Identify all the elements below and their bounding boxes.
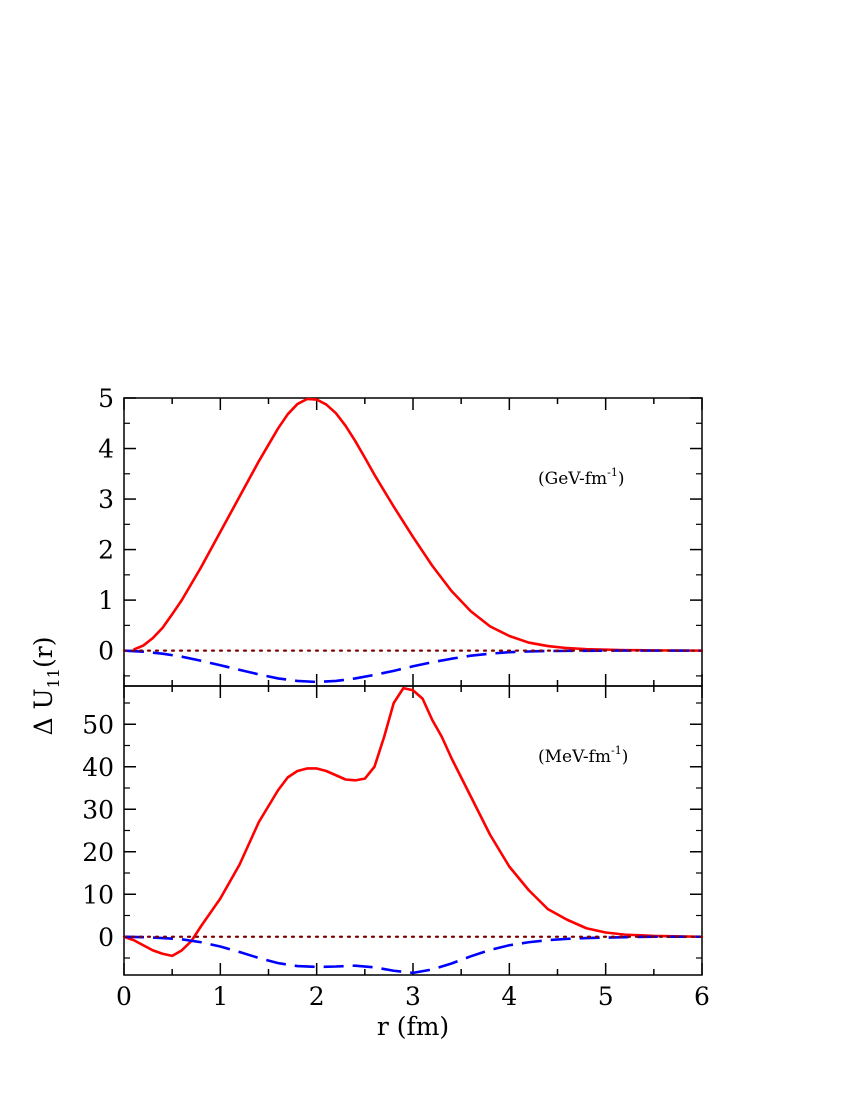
y-axis-title: Δ U11(r) [29,637,63,736]
x-axis-title: r (fm) [377,1012,449,1041]
bottom-panel: 0 10 20 30 40 50 0 1 2 3 4 5 6 (MeV-fm-1) [82,685,710,1011]
top-series [122,397,704,684]
bottom-ticks [123,686,703,975]
bottom-series-blue-dashed [123,935,702,975]
bottom-unit-label: (MeV-fm-1) [538,744,628,767]
top-panel: 0 1 2 3 4 5 (GeV-fm-1) [98,384,704,687]
y-tick-label: 40 [82,753,114,782]
top-series-red-solid [133,397,703,652]
y-tick-label: 2 [98,536,114,565]
top-ticks [123,397,703,686]
x-tick-label: 3 [405,982,421,1011]
top-tick-labels: 0 1 2 3 4 5 [98,384,114,666]
top-unit-label: (GeV-fm-1) [538,466,625,489]
y-tick-label: 0 [98,923,114,952]
bottom-tick-labels: 0 10 20 30 40 50 0 1 2 3 4 5 6 [82,710,710,1011]
bottom-series [122,686,704,975]
bottom-series-red-solid [123,686,703,958]
x-tick-label: 1 [212,982,228,1011]
y-tick-label: 30 [82,795,114,824]
y-tick-label: 50 [82,710,114,739]
bottom-panel-frame [123,685,703,976]
y-tick-label: 10 [82,880,114,909]
y-tick-label: 5 [98,384,114,413]
y-tick-label: 4 [98,435,114,464]
top-panel-frame [123,397,703,687]
y-tick-label: 3 [98,485,114,514]
y-tick-label: 1 [98,586,114,615]
x-tick-label: 5 [598,982,614,1011]
y-tick-label: 20 [82,838,114,867]
x-tick-label: 0 [116,982,132,1011]
x-tick-label: 6 [694,982,710,1011]
x-tick-label: 4 [501,982,517,1011]
y-tick-label: 0 [98,637,114,666]
x-tick-label: 2 [309,982,325,1011]
